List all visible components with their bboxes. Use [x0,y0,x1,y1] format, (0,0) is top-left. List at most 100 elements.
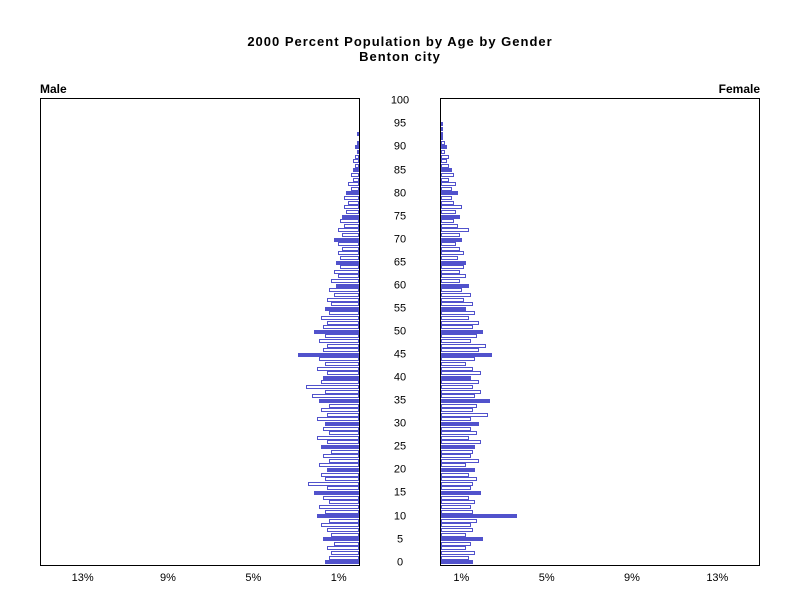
female-bar-row [441,523,759,528]
male-bar-row [41,302,359,307]
male-bar-row [41,283,359,288]
male-bar-age-40 [322,375,359,380]
male-bar-row [41,532,359,537]
male-bar-age-36 [312,394,359,399]
male-bar-row [41,541,359,547]
female-bar-age-91 [441,140,446,145]
female-bar-row [441,463,759,468]
female-bar-age-33 [441,408,473,413]
chart-title-block: 2000 Percent Population by Age by Gender… [0,34,800,64]
female-x-tick-1: 1% [453,572,470,584]
age-tick-label-5: 5 [396,533,404,546]
male-bar-age-87 [352,159,359,164]
female-bar-age-45 [441,352,492,357]
female-bar-row [441,338,759,344]
female-bar-row [441,306,759,311]
age-tick-label-90: 90 [393,140,407,153]
female-bar-row [441,196,759,201]
female-x-axis-ticks: 1% 5% 9% 13% [440,572,760,586]
male-bar-age-66 [339,256,359,261]
female-bar-row [441,246,759,252]
female-bar-row [441,454,759,459]
female-bar-age-65 [441,260,467,265]
male-bar-age-51 [322,325,359,330]
female-bar-age-67 [441,251,465,256]
male-bar-age-39 [320,380,359,385]
male-bar-row [41,223,359,228]
pyramid-plot-area: 0 5 10 15 20 25 30 35 40 45 50 55 60 65 70 75 80 85 90 95 10… [40,94,760,568]
female-bar-row [441,251,759,256]
female-bar-age-8 [441,523,471,528]
age-tick-label-50: 50 [393,325,407,338]
female-bar-row [441,532,759,537]
male-bar-age-73 [344,223,359,228]
age-tick-label-30: 30 [393,417,407,430]
female-bar-age-32 [441,412,488,417]
female-bar-age-75 [441,214,461,219]
male-bar-row [41,491,359,496]
female-bar-age-81 [441,186,452,191]
female-bar-row [441,518,759,523]
male-bar-age-61 [331,279,359,284]
male-bar-row [41,329,359,334]
female-bar-age-74 [441,219,454,224]
male-bar-age-12 [318,504,359,509]
female-bar-row [441,122,759,127]
male-bar-row [41,177,359,182]
female-bar-row [441,150,759,155]
male-bar-age-47 [327,343,359,348]
female-bar-row [441,283,759,288]
male-bar-age-16 [327,486,359,491]
female-bar-row [441,237,759,242]
male-bar-row [41,408,359,413]
male-bar-age-60 [335,283,359,288]
female-bar-row [441,412,759,417]
female-bar-age-26 [441,440,482,445]
female-bar-row [441,168,759,173]
female-bar-row [441,426,759,431]
female-bar-age-50 [441,329,484,334]
female-bar-row [441,232,759,238]
female-bar-row [441,385,759,390]
male-bar-age-83 [352,177,359,182]
male-bar-row [41,265,359,270]
male-bar-age-71 [342,232,359,237]
male-bar-row [41,389,359,394]
female-bar-age-58 [441,292,471,297]
male-bar-row [41,394,359,399]
female-bar-age-86 [441,163,450,168]
chart-subtitle: Benton city [359,49,441,64]
female-bar-row [441,209,759,215]
male-bar-row [41,140,359,145]
female-bar-age-30 [441,421,480,426]
male-bar-age-32 [327,412,359,417]
male-bar-row [41,320,359,325]
female-bar-row [441,555,759,560]
male-bar-row [41,417,359,422]
male-bar-age-23 [322,454,359,459]
male-bar-row [41,500,359,505]
male-bar-row [41,209,359,215]
male-bar-age-90 [354,145,359,150]
female-bar-age-41 [441,371,482,376]
female-bar-age-71 [441,232,461,237]
male-bar-age-67 [337,251,359,256]
age-tick-label-10: 10 [393,510,407,523]
female-bar-age-31 [441,417,471,422]
female-bar-row [441,334,759,339]
male-bar-row [41,274,359,279]
female-bar-age-10 [441,514,518,519]
male-bar-age-26 [327,440,359,445]
female-bar-row [441,223,759,228]
male-bar-age-44 [318,357,359,362]
female-bar-age-0 [441,560,473,565]
female-bar-row [441,329,759,334]
female-bar-row [441,292,759,298]
female-bar-row [441,343,759,348]
male-bar-age-33 [320,408,359,413]
female-bar-row [441,560,759,565]
age-tick-label-100: 100 [390,94,410,107]
male-bar-age-63 [333,269,359,274]
male-x-axis-ticks: 1% 5% 9% 13% [40,572,360,586]
female-bar-age-53 [441,315,469,320]
